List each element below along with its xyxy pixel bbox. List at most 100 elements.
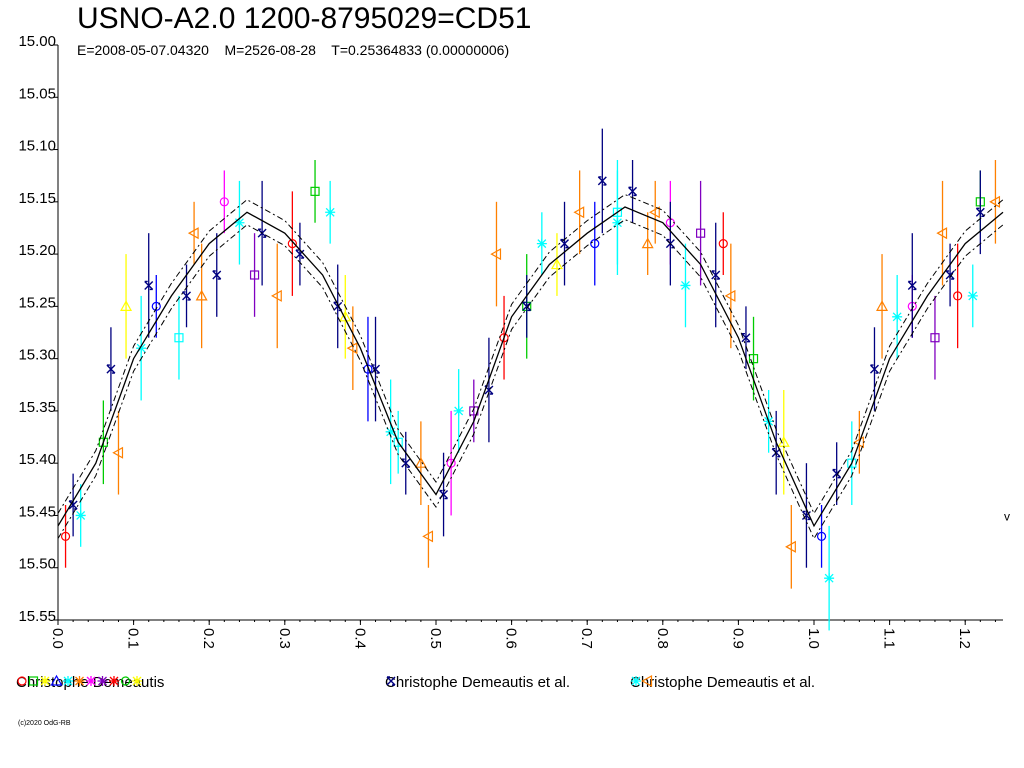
data-point	[212, 270, 222, 280]
data-point	[975, 207, 985, 217]
legend-item-1: Christophe Demeautis	[16, 674, 164, 691]
data-point	[771, 448, 781, 458]
data-point	[393, 437, 403, 447]
x-tick-label: 0.2	[200, 628, 217, 649]
y-tick-label: 15.00	[18, 33, 56, 50]
x-tick-label: 0.7	[578, 628, 595, 649]
data-point	[522, 301, 532, 312]
data-point	[144, 280, 154, 291]
data-point	[536, 238, 547, 249]
data-point	[785, 540, 796, 553]
copyright-note: (c)2020 OdG-RB	[18, 720, 71, 727]
y-tick-label: 15.40	[18, 451, 56, 468]
data-point	[832, 468, 842, 479]
x-tick-label: 0.0	[49, 628, 66, 649]
x-tick-label: 0.3	[276, 628, 293, 649]
data-point	[550, 258, 563, 270]
data-point	[60, 531, 71, 541]
data-point	[573, 206, 585, 219]
x-tick-label: 0.4	[351, 628, 368, 649]
data-point	[967, 290, 978, 301]
data-point	[680, 280, 691, 291]
legend-item-3: Christophe Demeautis et al.	[630, 674, 815, 691]
data-point	[295, 249, 305, 259]
data-point	[339, 310, 352, 322]
data-point	[112, 446, 124, 459]
data-point	[310, 186, 320, 196]
data-point	[628, 186, 638, 197]
data-point	[816, 531, 827, 541]
y-tick-label: 15.50	[18, 556, 56, 573]
x-tick-label: 0.1	[125, 628, 142, 649]
data-point	[106, 364, 116, 374]
x-tick-label: 1.1	[881, 628, 898, 649]
data-point	[695, 228, 706, 238]
x-tick-label: 0.8	[654, 628, 671, 649]
data-point	[414, 456, 427, 468]
data-point	[718, 239, 728, 249]
data-point	[649, 206, 660, 219]
legend-marker	[97, 676, 108, 686]
data-point	[136, 343, 147, 354]
data-point	[907, 280, 917, 291]
legend-marker	[86, 676, 96, 686]
data-point	[945, 270, 955, 280]
y-tick-label: 15.30	[18, 347, 56, 364]
y-tick-label: 15.45	[18, 503, 56, 520]
data-point	[385, 426, 396, 437]
data-point	[612, 217, 623, 228]
legend-marker	[40, 676, 50, 686]
legend-marker	[109, 676, 119, 686]
legend-marker	[641, 674, 653, 688]
legend-marker	[132, 676, 142, 686]
legend-marker	[63, 676, 73, 686]
legend-marker	[28, 676, 39, 686]
data-point	[333, 301, 343, 312]
legend-item-2: Christophe Demeautis et al.	[385, 674, 570, 691]
x-tick-label: 1.2	[956, 628, 973, 649]
data-point	[219, 197, 229, 207]
data-point	[724, 289, 736, 302]
data-point	[151, 301, 161, 311]
data-point	[711, 270, 721, 280]
data-point	[68, 500, 78, 510]
right-edge-marker: v	[1004, 510, 1010, 524]
data-point	[641, 237, 654, 249]
y-tick-label: 15.20	[18, 242, 56, 259]
data-point	[490, 248, 502, 261]
model-curve-lower	[57, 219, 1004, 540]
data-point	[748, 354, 759, 364]
model-curve	[57, 206, 1004, 528]
data-point	[234, 217, 245, 228]
x-tick-label: 0.5	[427, 628, 444, 649]
data-point	[953, 291, 963, 301]
data-point	[892, 311, 903, 322]
data-point	[930, 333, 940, 343]
legend-marker	[120, 676, 131, 686]
data-point	[182, 291, 192, 301]
legend-marker	[74, 676, 85, 686]
data-point	[174, 333, 184, 343]
chart-elements: E=2008-05-07.04320 M=2526-08-28 T=0.2536…	[77, 42, 510, 58]
data-point	[590, 239, 600, 249]
y-tick-label: 15.35	[18, 399, 56, 416]
x-tick-label: 0.9	[729, 628, 746, 649]
y-tick-label: 15.55	[18, 608, 56, 625]
data-point	[801, 510, 811, 521]
data-point	[439, 489, 449, 500]
data-point	[422, 530, 434, 543]
legend-label-3: Christophe Demeautis et al.	[630, 674, 816, 691]
legend-marker	[386, 676, 396, 686]
data-point	[249, 270, 260, 280]
chart-title: USNO-A2.0 1200-8795029=CD51	[77, 2, 532, 35]
data-point	[271, 289, 282, 302]
data-point	[120, 300, 133, 311]
legend-marker	[631, 676, 641, 686]
x-tick-label: 1.0	[805, 628, 822, 649]
data-point	[401, 458, 411, 468]
y-tick-label: 15.10	[18, 138, 56, 155]
data-point	[484, 385, 494, 395]
y-tick-label: 15.25	[18, 294, 56, 311]
data-point	[741, 333, 751, 343]
